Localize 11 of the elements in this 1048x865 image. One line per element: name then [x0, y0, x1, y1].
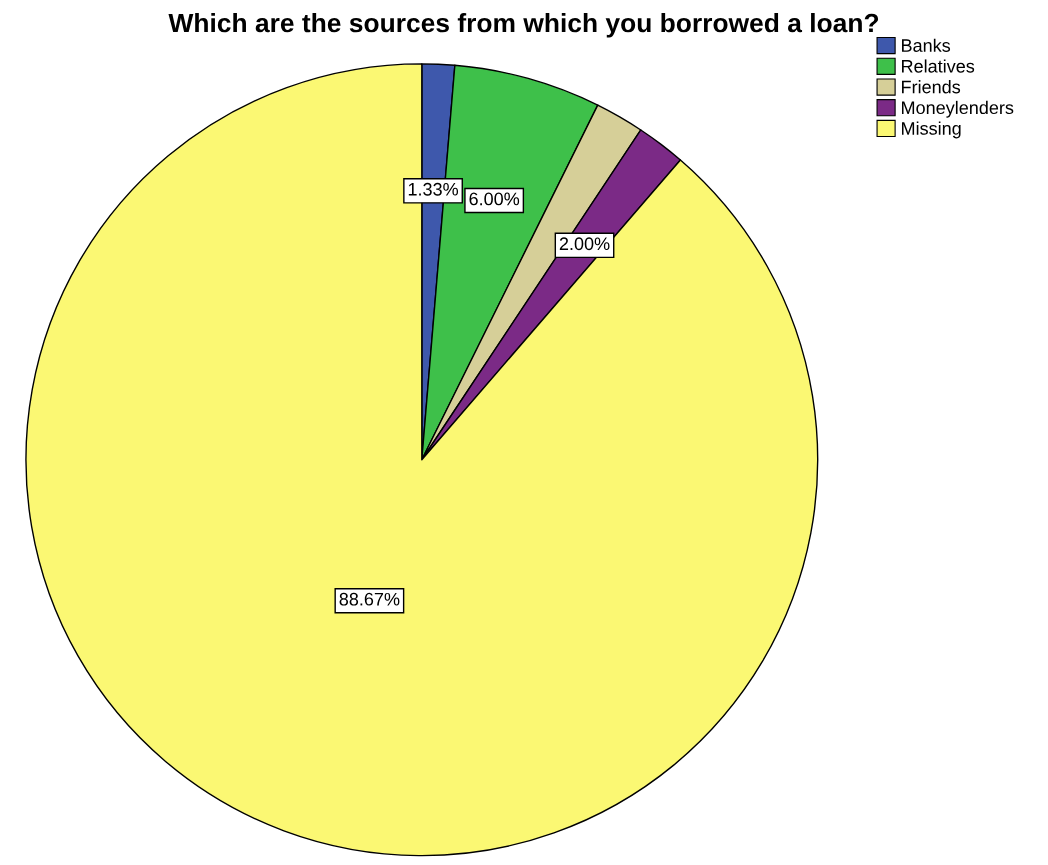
- data-label: 2.00%: [559, 237, 610, 251]
- data-label: 6.00%: [469, 192, 520, 206]
- legend-label: Friends: [902, 80, 961, 94]
- legend-label: Banks: [902, 38, 951, 52]
- chart-title: Which are the sources from which you borrowed a loan?: [168, 12, 879, 38]
- pie-slice: [25, 63, 819, 857]
- legend-label: Moneylenders: [902, 100, 1014, 118]
- data-label: 1.33%: [408, 182, 459, 196]
- legend-label: Missing: [902, 121, 961, 139]
- data-label: 88.67%: [339, 592, 400, 606]
- legend-label: Relatives: [902, 59, 975, 73]
